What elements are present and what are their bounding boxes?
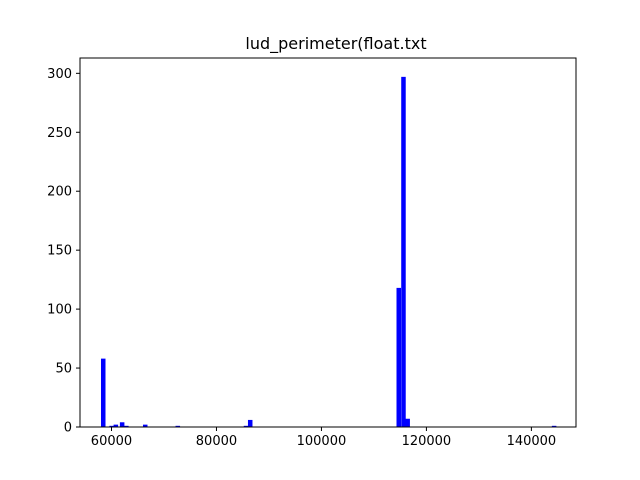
y-tick-label: 100 <box>47 303 72 318</box>
histogram-bar <box>243 425 249 427</box>
x-tick-label: 140000 <box>507 434 557 449</box>
histogram-bar <box>100 358 106 427</box>
y-tick-label: 200 <box>47 185 72 200</box>
histogram-bar <box>175 425 181 427</box>
y-tick-label: 300 <box>47 67 72 82</box>
histogram-bar <box>247 419 253 427</box>
x-axis-ticks: 60000 80000 100000 120000 140000 <box>91 427 556 449</box>
histogram-bar <box>142 424 148 427</box>
x-tick-label: 60000 <box>91 434 132 449</box>
x-tick-label: 120000 <box>402 434 452 449</box>
plot-frame <box>79 57 577 428</box>
histogram-bar <box>119 422 125 427</box>
histogram-bar <box>405 418 410 427</box>
histogram-bar <box>551 425 557 427</box>
y-tick-label: 0 <box>64 421 72 436</box>
histogram-bar <box>396 287 402 427</box>
histogram-bar <box>124 425 129 427</box>
bars-group <box>100 76 557 428</box>
y-tick-label: 50 <box>55 362 72 377</box>
histogram-bar <box>113 424 119 427</box>
chart-title: lud_perimeter(float.txt <box>245 34 426 54</box>
x-tick-label: 100000 <box>297 434 347 449</box>
y-tick-label: 150 <box>47 244 72 259</box>
histogram-bar <box>109 425 114 427</box>
y-axis-ticks: 0 50 100 150 200 250 300 <box>47 67 80 436</box>
y-tick-label: 250 <box>47 126 72 141</box>
histogram-bar <box>401 76 406 428</box>
x-tick-label: 80000 <box>196 434 237 449</box>
